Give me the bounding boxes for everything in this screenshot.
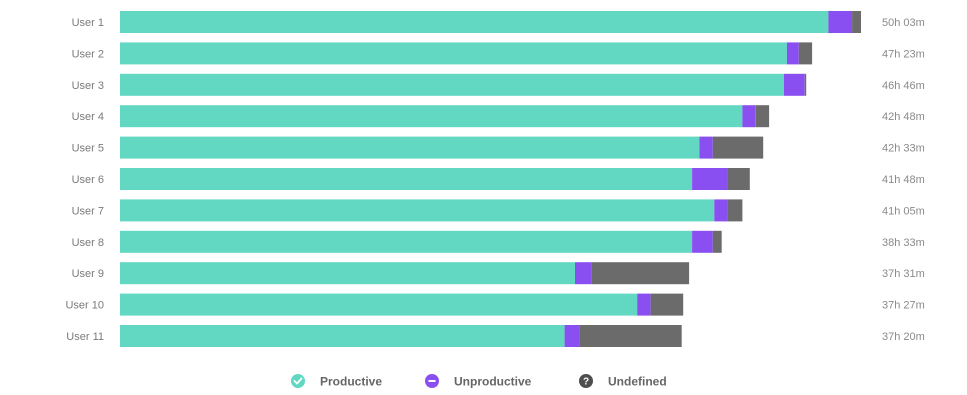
bar-row: User 9 37h 31m xyxy=(72,262,925,285)
bar-segment-productive xyxy=(120,168,693,190)
bar-segment-undefined xyxy=(804,73,807,96)
bar-segment-unproductive xyxy=(786,42,799,65)
category-label: User 6 xyxy=(72,174,104,186)
bar-segment-productive xyxy=(120,42,787,65)
bar-segment-undefined xyxy=(727,199,743,222)
bar-segment-undefined xyxy=(755,105,770,128)
total-time-label: 37h 20m xyxy=(882,331,925,343)
category-label: User 3 xyxy=(72,80,104,92)
total-time-label: 47h 23m xyxy=(882,48,925,60)
category-label: User 5 xyxy=(72,143,104,155)
legend-label: Productive xyxy=(320,375,382,389)
total-time-label: 37h 31m xyxy=(882,268,925,280)
check-icon xyxy=(291,374,305,388)
total-time-label: 37h 27m xyxy=(882,300,925,312)
legend-item[interactable]: ? Undefined xyxy=(579,374,667,389)
bar-segment-undefined xyxy=(852,11,861,33)
bar-segment-undefined xyxy=(727,168,750,190)
bar-segment-undefined xyxy=(650,293,684,316)
bar-segment-unproductive xyxy=(828,11,853,33)
total-time-label: 42h 48m xyxy=(882,111,925,123)
bar-row: User 6 41h 48m xyxy=(72,168,925,190)
bar-segment-unproductive xyxy=(699,136,713,159)
total-time-label: 41h 48m xyxy=(882,174,925,186)
category-label: User 8 xyxy=(72,237,104,249)
legend-label: Unproductive xyxy=(454,375,532,389)
question-icon: ? xyxy=(579,374,593,388)
bar-segment-productive xyxy=(120,136,700,159)
total-time-label: 50h 03m xyxy=(882,17,925,29)
category-label: User 10 xyxy=(65,300,104,312)
bar-segment-unproductive xyxy=(564,325,580,347)
bar-row: User 3 46h 46m xyxy=(72,73,925,96)
bar-segment-productive xyxy=(120,262,575,285)
bar-row: User 11 37h 20m xyxy=(66,325,925,347)
bar-segment-unproductive xyxy=(742,105,756,128)
bar-segment-undefined xyxy=(798,42,813,65)
bar-segment-undefined xyxy=(712,230,722,253)
bar-segment-productive xyxy=(120,293,638,316)
bar-segment-productive xyxy=(120,199,715,222)
bar-segment-undefined xyxy=(591,262,690,285)
bar-row: User 10 37h 27m xyxy=(65,293,925,316)
category-label: User 11 xyxy=(66,331,104,343)
legend-label: Undefined xyxy=(608,375,667,389)
bar-segment-unproductive xyxy=(575,262,592,285)
bar-segment-productive xyxy=(120,105,743,128)
bar-row: User 2 47h 23m xyxy=(72,42,925,65)
category-label: User 9 xyxy=(72,268,104,280)
bar-row: User 7 41h 05m xyxy=(72,199,925,222)
bar-segment-productive xyxy=(120,325,565,347)
bar-row: User 5 42h 33m xyxy=(72,136,925,159)
total-time-label: 46h 46m xyxy=(882,80,925,92)
legend-item[interactable]: Productive xyxy=(291,374,382,389)
bar-segment-undefined xyxy=(579,325,682,347)
bar-segment-productive xyxy=(120,11,829,33)
bar-segment-undefined xyxy=(712,136,764,159)
svg-text:?: ? xyxy=(583,377,589,388)
total-time-label: 38h 33m xyxy=(882,237,925,249)
category-label: User 2 xyxy=(72,48,104,60)
bar-row: User 1 50h 03m xyxy=(72,11,925,33)
category-label: User 4 xyxy=(72,111,104,123)
minus-icon xyxy=(425,374,439,388)
category-label: User 7 xyxy=(72,205,104,217)
legend: Productive Unproductive? Undefined xyxy=(291,374,667,389)
legend-item[interactable]: Unproductive xyxy=(425,374,532,389)
total-time-label: 42h 33m xyxy=(882,143,925,155)
bar-row: User 4 42h 48m xyxy=(72,105,925,128)
bar-segment-productive xyxy=(120,230,693,253)
bar-segment-unproductive xyxy=(692,230,713,253)
category-label: User 1 xyxy=(72,17,104,29)
bar-row: User 8 38h 33m xyxy=(72,230,925,253)
bar-segment-unproductive xyxy=(637,293,651,316)
bar-segment-unproductive xyxy=(783,73,805,96)
bar-segment-productive xyxy=(120,73,784,96)
bar-segment-unproductive xyxy=(714,199,728,222)
bar-segment-unproductive xyxy=(692,168,728,190)
total-time-label: 41h 05m xyxy=(882,205,925,217)
